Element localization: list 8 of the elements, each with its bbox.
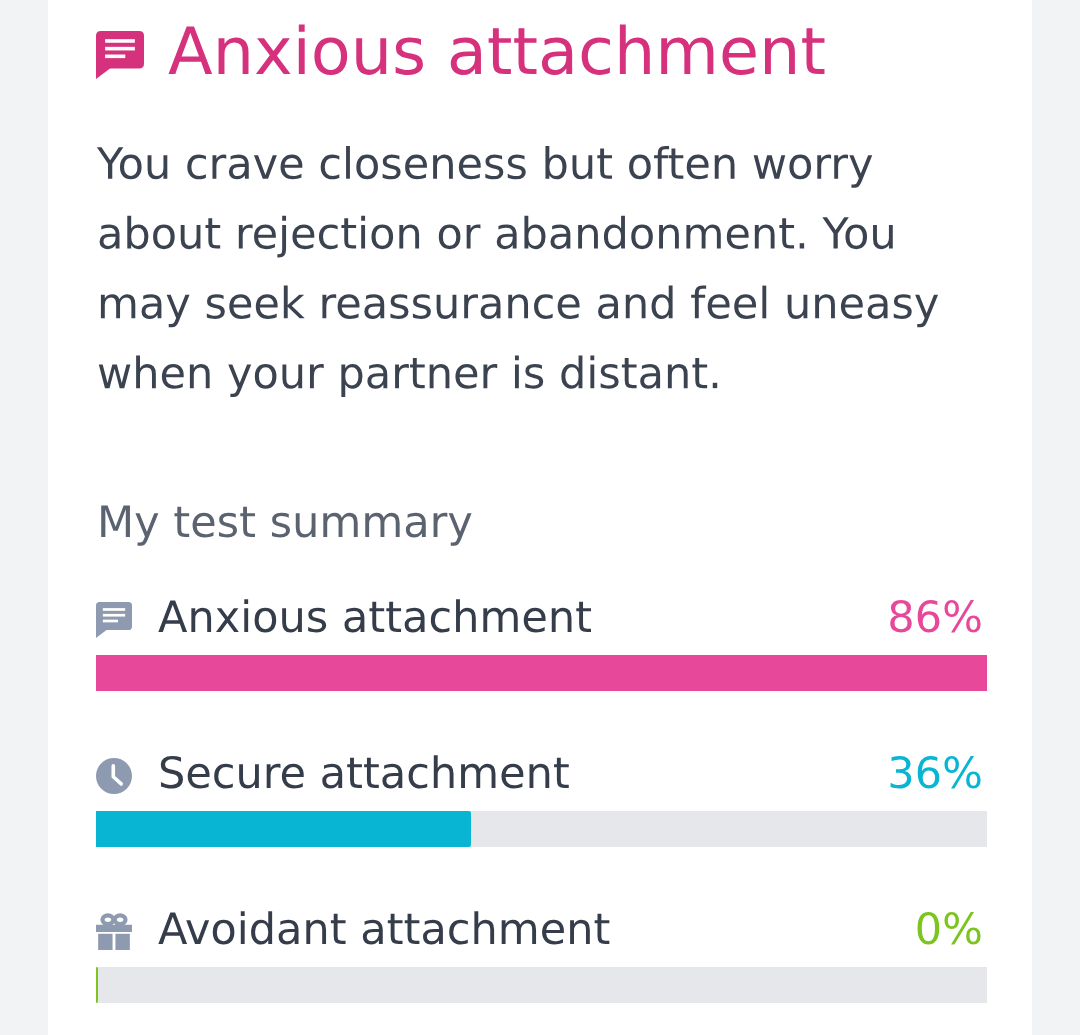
- y-tick-label: Secure attachment: [160, 755, 569, 789]
- annotation: My test summary: [101, 505, 472, 546]
- y-tick-label: Anxious attachment: [158, 599, 591, 633]
- y-tick-label: Avoidant attachment: [158, 911, 610, 945]
- chart-subtitle: You crave closeness but often worry about rejection or abandonment. You may seek reassurance and feel uneasy when your partner is distant.: [96, 146, 939, 398]
- data-label: 36%: [890, 755, 981, 789]
- data-label: 86%: [890, 599, 981, 633]
- data-label: 0%: [917, 911, 981, 945]
